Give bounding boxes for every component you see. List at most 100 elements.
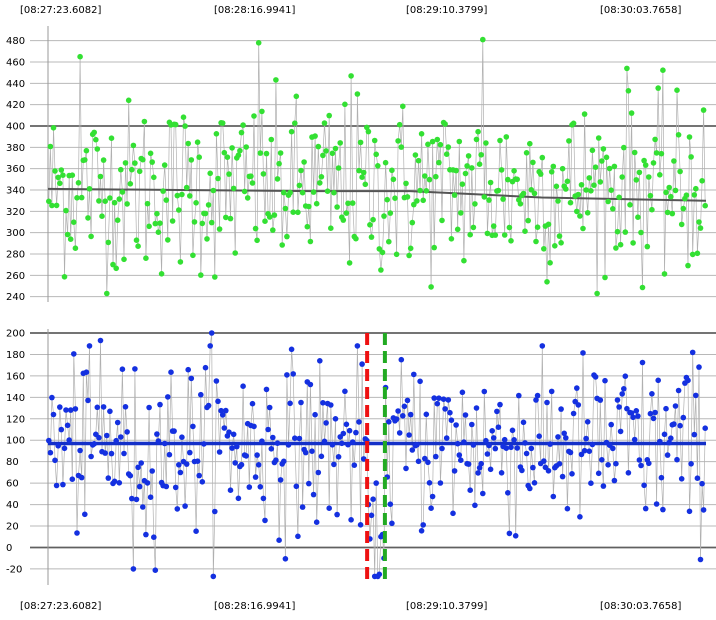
top-data-point [116, 196, 123, 202]
bottom-data-point [519, 467, 525, 474]
bottom-data-point [578, 451, 585, 458]
bottom-data-point [235, 495, 242, 502]
bottom-data-point [433, 453, 439, 460]
top-data-point [661, 271, 668, 277]
top-data-point [459, 181, 466, 187]
bottom-data-point [104, 432, 110, 439]
top-data-point [699, 178, 705, 184]
top-data-point [418, 131, 425, 137]
top-data-point [146, 223, 152, 230]
bottom-data-point [490, 435, 497, 441]
top-data-point [326, 112, 333, 119]
top-data-point [55, 174, 61, 181]
top-data-point [595, 135, 602, 141]
top-data-point [136, 168, 143, 175]
top-data-point [359, 174, 365, 180]
top-data-point [158, 271, 165, 277]
bottom-data-point [149, 468, 155, 474]
bottom-data-point [174, 506, 181, 512]
top-data-point [75, 180, 82, 186]
top-y-tick-label: 300 [6, 228, 25, 239]
top-data-point [343, 210, 350, 216]
bottom-data-point [60, 481, 66, 488]
top-data-point [277, 150, 284, 156]
bottom-data-point [426, 480, 433, 486]
top-data-point [389, 167, 395, 174]
bottom-data-point [511, 437, 517, 443]
bottom-data-point [249, 400, 256, 407]
top-data-point [570, 120, 577, 127]
bottom-data-point [302, 449, 309, 456]
top-data-point [619, 174, 625, 180]
top-data-point [190, 252, 196, 259]
bottom-data-point [443, 435, 450, 441]
top-data-point [445, 144, 452, 150]
top-data-point [686, 134, 693, 140]
top-data-point [702, 202, 708, 209]
bottom-data-point [136, 483, 143, 490]
top-data-point [213, 131, 220, 137]
bottom-time-axis: [08:27:23.6082] [08:28:16.9941] [08:29:1… [20, 601, 681, 612]
top-data-point [574, 208, 580, 215]
bottom-data-point [478, 460, 485, 467]
bottom-data-point [409, 447, 416, 453]
bottom-data-point [501, 436, 508, 443]
top-data-point [649, 206, 655, 213]
bottom-data-point [628, 410, 635, 416]
top-y-tick-label: 460 [6, 58, 25, 69]
bottom-data-point [401, 403, 408, 410]
top-data-point [94, 146, 101, 152]
bottom-data-point [547, 441, 553, 447]
top-data-point [644, 243, 651, 250]
bottom-data-point [132, 366, 138, 372]
bottom-data-point [293, 483, 300, 490]
top-data-point [182, 123, 188, 129]
bottom-data-point [450, 510, 456, 517]
bottom-data-point [570, 410, 577, 417]
top-data-point [49, 202, 55, 209]
top-data-point [64, 231, 71, 238]
top-data-point [191, 219, 198, 225]
top-data-point [337, 140, 344, 146]
bottom-data-point [113, 437, 119, 444]
bottom-plot-panel: -20 0 20 40 60 80 100 120 140 160 180 200 [6, 329, 716, 585]
top-data-point [348, 73, 354, 79]
top-data-point [121, 256, 127, 263]
top-data-point [594, 290, 600, 297]
top-data-point [495, 187, 502, 194]
bottom-data-point [483, 437, 489, 444]
top-data-point [362, 181, 369, 188]
top-data-point [472, 201, 478, 207]
bottom-data-point [630, 414, 636, 421]
top-data-point [307, 238, 314, 245]
top-data-point [680, 205, 687, 212]
top-data-point [188, 157, 195, 163]
bottom-data-point [545, 468, 552, 474]
bottom-data-point [484, 451, 491, 457]
top-data-point [575, 191, 582, 198]
bottom-y-tick-label: 140 [6, 393, 25, 404]
top-data-point [635, 214, 641, 220]
bottom-data-point [157, 401, 163, 408]
top-data-point [252, 225, 259, 232]
bottom-data-point [423, 411, 430, 418]
bottom-data-point [310, 491, 317, 498]
top-data-point [577, 213, 583, 219]
top-data-point [501, 232, 508, 238]
bottom-data-point [589, 441, 596, 448]
top-data-point [353, 235, 359, 242]
top-data-point [105, 239, 112, 246]
bottom-data-point [489, 428, 496, 434]
top-data-point [633, 177, 640, 183]
bottom-data-point [411, 371, 417, 378]
bottom-data-point [71, 351, 77, 357]
bottom-data-point [317, 358, 323, 364]
top-time-label-0: [08:27:23.6082] [20, 5, 101, 16]
bottom-data-point [154, 431, 160, 437]
bottom-data-point [523, 450, 530, 457]
top-data-point [614, 228, 621, 235]
top-data-point [409, 219, 416, 226]
bottom-data-point [342, 388, 348, 395]
bottom-data-point [580, 350, 586, 356]
top-data-point [210, 187, 217, 194]
